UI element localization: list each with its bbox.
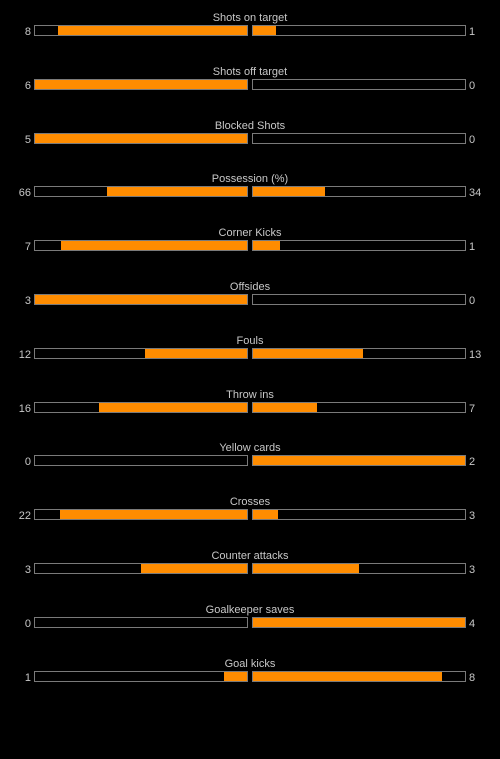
away-value: 13 xyxy=(469,349,482,361)
home-bar xyxy=(34,348,248,359)
away-bar-fill xyxy=(253,403,317,412)
stat-row: Fouls 12 13 xyxy=(0,335,500,375)
home-value: 12 xyxy=(18,349,31,361)
home-bar-fill xyxy=(99,403,247,412)
home-value: 5 xyxy=(24,134,31,146)
away-value: 2 xyxy=(469,456,476,468)
away-bar xyxy=(252,25,466,36)
away-value: 3 xyxy=(469,564,476,576)
stat-label: Shots off target xyxy=(212,66,288,78)
stat-label: Yellow cards xyxy=(219,442,281,454)
home-bar-fill xyxy=(58,26,247,35)
away-bar xyxy=(252,671,466,682)
home-bar xyxy=(34,402,248,413)
away-bar-fill xyxy=(253,26,276,35)
home-bar xyxy=(34,509,248,520)
away-value: 3 xyxy=(469,510,476,522)
away-bar-fill xyxy=(253,672,442,681)
home-bar-fill xyxy=(224,672,247,681)
away-bar xyxy=(252,563,466,574)
home-bar-fill xyxy=(145,349,247,358)
home-bar xyxy=(34,294,248,305)
stat-row: Crosses 22 3 xyxy=(0,496,500,536)
away-value: 8 xyxy=(469,672,476,684)
home-bar xyxy=(34,671,248,682)
home-bar xyxy=(34,563,248,574)
away-value: 1 xyxy=(469,241,476,253)
stat-label: Crosses xyxy=(229,496,271,508)
home-bar xyxy=(34,25,248,36)
stat-label: Goal kicks xyxy=(224,658,276,670)
away-bar-fill xyxy=(253,241,280,250)
stat-row: Shots off target 6 0 xyxy=(0,66,500,106)
away-value: 0 xyxy=(469,80,476,92)
away-bar xyxy=(252,186,466,197)
stat-label: Shots on target xyxy=(212,12,288,24)
home-bar-fill xyxy=(35,80,247,89)
home-bar xyxy=(34,133,248,144)
away-bar-fill xyxy=(253,187,325,196)
away-bar-fill xyxy=(253,564,359,573)
stat-row: Counter attacks 3 3 xyxy=(0,550,500,590)
home-value: 66 xyxy=(18,187,31,199)
away-value: 0 xyxy=(469,295,476,307)
stat-row: Throw ins 16 7 xyxy=(0,389,500,429)
home-value: 16 xyxy=(18,403,31,415)
away-bar xyxy=(252,402,466,413)
away-bar xyxy=(252,509,466,520)
away-bar-fill xyxy=(253,349,363,358)
away-bar-fill xyxy=(253,618,465,627)
stat-label: Possession (%) xyxy=(211,173,289,185)
away-bar xyxy=(252,79,466,90)
home-bar-fill xyxy=(35,134,247,143)
home-value: 3 xyxy=(24,295,31,307)
home-value: 1 xyxy=(24,672,31,684)
home-bar-fill xyxy=(107,187,247,196)
stat-row: Yellow cards 0 2 xyxy=(0,442,500,482)
home-value: 8 xyxy=(24,26,31,38)
home-bar xyxy=(34,79,248,90)
stat-label: Throw ins xyxy=(226,389,274,401)
stat-label: Fouls xyxy=(236,335,264,347)
home-value: 0 xyxy=(24,618,31,630)
home-bar-fill xyxy=(60,510,247,519)
away-bar xyxy=(252,348,466,359)
away-bar-fill xyxy=(253,510,278,519)
home-value: 7 xyxy=(24,241,31,253)
home-bar xyxy=(34,617,248,628)
stat-row: Corner Kicks 7 1 xyxy=(0,227,500,267)
away-bar xyxy=(252,455,466,466)
stat-row: Shots on target 8 1 xyxy=(0,12,500,52)
home-value: 0 xyxy=(24,456,31,468)
home-value: 3 xyxy=(24,564,31,576)
stat-label: Goalkeeper saves xyxy=(205,604,295,616)
stat-row: Possession (%) 66 34 xyxy=(0,173,500,213)
stat-label: Blocked Shots xyxy=(214,120,286,132)
home-bar xyxy=(34,455,248,466)
away-value: 7 xyxy=(469,403,476,415)
stat-row: Offsides 3 0 xyxy=(0,281,500,321)
away-bar xyxy=(252,617,466,628)
home-bar xyxy=(34,240,248,251)
home-value: 6 xyxy=(24,80,31,92)
stat-row: Goal kicks 1 8 xyxy=(0,658,500,698)
away-bar xyxy=(252,240,466,251)
home-bar-fill xyxy=(35,295,247,304)
away-value: 0 xyxy=(469,134,476,146)
home-value: 22 xyxy=(18,510,31,522)
away-bar xyxy=(252,294,466,305)
stat-row: Goalkeeper saves 0 4 xyxy=(0,604,500,644)
away-value: 1 xyxy=(469,26,476,38)
away-bar xyxy=(252,133,466,144)
away-value: 4 xyxy=(469,618,476,630)
home-bar-fill xyxy=(141,564,247,573)
home-bar xyxy=(34,186,248,197)
away-bar-fill xyxy=(253,456,465,465)
stat-label: Counter attacks xyxy=(211,550,289,562)
stat-label: Corner Kicks xyxy=(218,227,282,239)
stat-row: Blocked Shots 5 0 xyxy=(0,120,500,160)
stat-label: Offsides xyxy=(229,281,271,293)
away-value: 34 xyxy=(469,187,482,199)
home-bar-fill xyxy=(61,241,247,250)
